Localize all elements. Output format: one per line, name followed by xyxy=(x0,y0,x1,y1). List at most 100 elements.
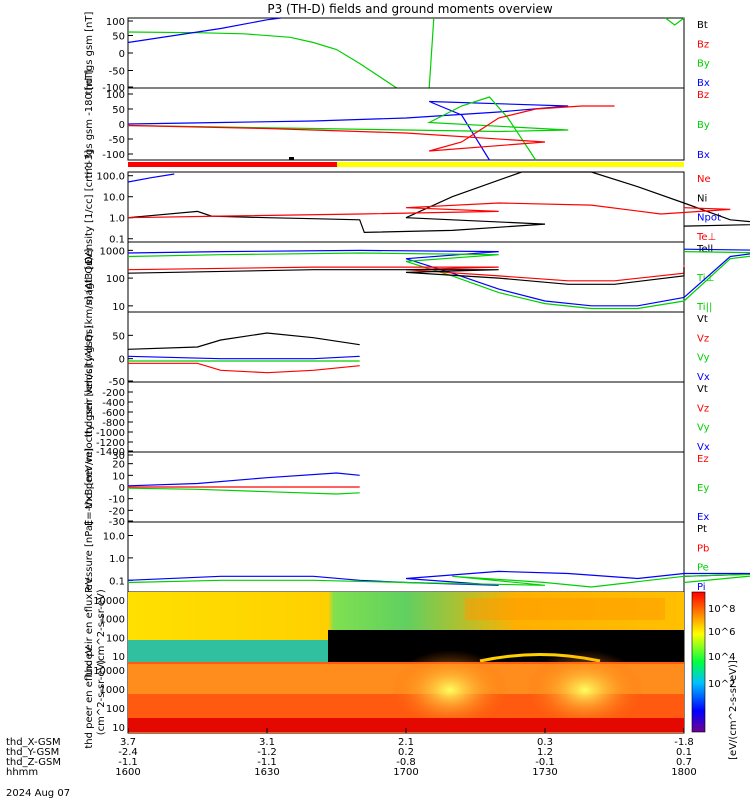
electron-spectrogram-blob-left xyxy=(390,650,510,730)
y-tick-label: 100 xyxy=(106,17,125,28)
panel-frame xyxy=(127,87,685,161)
y-axis-label: thd peir en eflux eV xyxy=(84,577,95,676)
y-tick-label: 0.1 xyxy=(109,235,125,246)
legend-entry: Bx xyxy=(697,78,710,89)
x-axis-value: 1800 xyxy=(671,767,696,778)
series-line-By xyxy=(127,96,569,161)
y-tick-label: -50 xyxy=(109,135,125,146)
y-tick-label: 10 xyxy=(112,471,125,482)
series-line-Bz xyxy=(127,105,615,152)
x-axis-row-label: thd_Y-GSM xyxy=(6,747,59,758)
panel-fgs-gsm-180: 100 50 0 -50 -100 thd fgs gsm -180 [nT] Bz By Bx xyxy=(84,70,710,179)
series-line-By xyxy=(127,31,398,89)
y-axis-label: thd fgs gsm [nT] xyxy=(84,12,95,95)
y-tick-label: 1.0 xyxy=(109,214,125,225)
x-axis-value: 0.7 xyxy=(676,757,692,768)
y-axis-label: Density [1/cc] [cm^-3] xyxy=(84,150,95,264)
y-tick-label: 50 xyxy=(112,331,125,342)
series-line-Tell xyxy=(127,267,685,285)
legend-entry: Vy xyxy=(697,353,710,364)
x-axis-value: 2.1 xyxy=(398,737,414,748)
colorbar-tick-label: 10^8 xyxy=(708,604,735,615)
x-axis-value: -1.2 xyxy=(257,747,277,758)
series-line-Vx xyxy=(127,355,360,360)
panel-pressure: 10.0 1.0 0.1 Pressure [nPa] Pt Pb Pe Pi xyxy=(84,521,750,593)
y-tick-label: 50 xyxy=(112,105,125,116)
y-tick-label: -1200 xyxy=(96,438,125,449)
legend-entry: Bt xyxy=(697,20,708,31)
y-axis-label: Pressure [nPa] xyxy=(84,521,95,593)
x-axis-value: 1630 xyxy=(254,767,279,778)
legend-entry: By xyxy=(697,59,710,70)
y-axis-label: thd peer velocity gsm [km/s] (All Qs) xyxy=(84,325,95,509)
series-line-Ti|| xyxy=(127,251,750,310)
y-tick-label: 0 xyxy=(119,355,125,366)
series-line-Pe xyxy=(127,573,750,588)
legend-entry: Ne xyxy=(697,174,711,185)
legend-entry: Vy xyxy=(697,423,710,434)
x-axis-value: -1.8 xyxy=(674,737,694,748)
figure-title: P3 (TH-D) fields and ground moments over… xyxy=(267,2,552,16)
panel-frame xyxy=(127,241,685,313)
colorbar: 10^8 10^6 10^4 10^2 [eV/(cm^2-s-sr-eV)] xyxy=(691,591,739,760)
x-axis-value: 1730 xyxy=(532,767,557,778)
x-axis-value: 3.7 xyxy=(120,737,136,748)
x-axis-value: 3.1 xyxy=(259,737,275,748)
series-line-Ni xyxy=(127,171,750,234)
colorbar-tick-label: 10^6 xyxy=(708,627,735,638)
x-axis-row-label: thd_X-GSM xyxy=(6,737,61,748)
y-axis-label: thd fgs gsm -180 [nT] xyxy=(84,70,95,179)
legend-entry: Vt xyxy=(697,384,708,395)
y-axis-units: (cm^2-s-sr-eV) xyxy=(96,589,107,665)
panel-frame xyxy=(127,521,685,593)
y-tick-label: -800 xyxy=(102,418,125,429)
y-tick-label: 0 xyxy=(119,483,125,494)
y-tick-label: 20 xyxy=(112,460,125,471)
series-line-Ey xyxy=(127,487,360,495)
y-tick-label: 10 xyxy=(112,302,125,313)
legend-entry: Vt xyxy=(697,314,708,325)
y-tick-label: 0.1 xyxy=(109,576,125,587)
y-tick-label: 1000 xyxy=(100,246,125,257)
y-tick-label: 0 xyxy=(119,120,125,131)
y-tick-label: 30 xyxy=(112,451,125,462)
y-tick-label: 100 xyxy=(106,704,125,715)
y-tick-label: -1000 xyxy=(96,428,125,439)
y-axis-label: thd peir velocity gsm [km/s] (All Qs) xyxy=(84,257,95,438)
y-tick-label: 50 xyxy=(112,32,125,43)
legend-entry: Pi xyxy=(697,582,706,593)
legend-entry: Ey xyxy=(697,483,709,494)
y-tick-label: 0 xyxy=(119,49,125,60)
y-tick-label: -100 xyxy=(102,83,125,94)
y-tick-label: 10000 xyxy=(93,596,125,607)
y-tick-label: 10 xyxy=(112,723,125,734)
status-bar-marker xyxy=(289,157,294,160)
x-axis-value: 1700 xyxy=(393,767,418,778)
ion-spectrogram-lowband xyxy=(128,640,328,662)
y-tick-label: -400 xyxy=(102,398,125,409)
x-axis-value: 0.3 xyxy=(537,737,553,748)
x-axis-value: 0.2 xyxy=(398,747,414,758)
legend-entry: Vx xyxy=(697,442,710,453)
panel-frame xyxy=(127,311,685,383)
legend-entry: By xyxy=(697,120,710,131)
electron-spectrogram-blob-right xyxy=(525,650,645,730)
series-line-Vt xyxy=(127,332,360,350)
status-bar-yellow xyxy=(337,162,684,167)
x-axis-value: -0.1 xyxy=(535,757,555,768)
x-axis-value: -1.1 xyxy=(257,757,277,768)
y-tick-label: 100 xyxy=(106,633,125,644)
colorbar-tick-label: 10^4 xyxy=(708,652,735,663)
series-line-Ne xyxy=(127,202,731,219)
x-axis-value: -1.1 xyxy=(118,757,138,768)
x-axis-value: -0.8 xyxy=(396,757,416,768)
panel-fgs-gsm: 100 50 0 -50 -100 thd fgs gsm [nT] Bt Bz By Bx xyxy=(84,12,710,95)
series-line-By xyxy=(428,17,435,89)
y-tick-label: 10000 xyxy=(93,666,125,677)
y-tick-label: 1.0 xyxy=(109,554,125,565)
legend-entry: Vz xyxy=(697,333,709,344)
legend-entry: Pt xyxy=(697,524,707,535)
